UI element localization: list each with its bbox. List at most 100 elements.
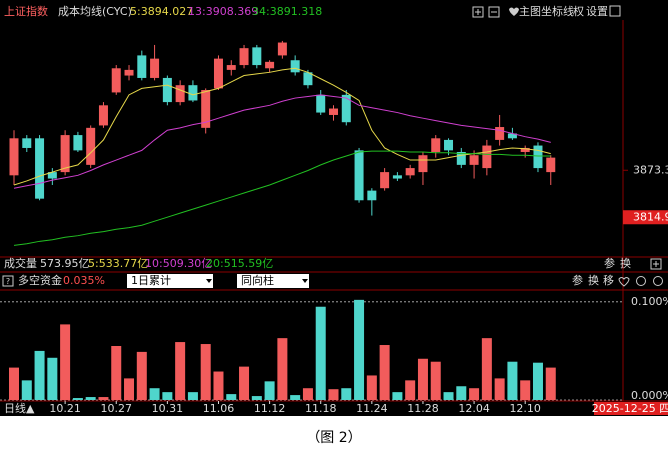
candle-body [495, 127, 505, 140]
zoom-in-icon[interactable] [472, 6, 484, 18]
candle-body [431, 138, 441, 152]
volume-label: 成交量 [4, 256, 37, 270]
window-icon[interactable] [609, 5, 621, 17]
ma-line [13, 150, 551, 246]
last-price-box [623, 210, 668, 225]
bar [200, 344, 211, 400]
x-tick-label: 12.04 [458, 402, 490, 415]
volume-total: 573.95亿 [40, 257, 90, 270]
panel-button[interactable]: 移 [603, 274, 614, 287]
dropdown-text: 1日累计 [131, 274, 171, 287]
candle-body [175, 85, 185, 103]
candle-body [341, 94, 351, 123]
dropdown-arrow [302, 279, 308, 283]
candle-body [367, 190, 377, 201]
candle-body [290, 60, 300, 73]
y-tick-label: 0.000% [631, 389, 668, 402]
toolbar-button[interactable]: 主图 [519, 5, 541, 18]
dropdown[interactable] [127, 274, 213, 288]
candle-body [239, 48, 249, 66]
bar [85, 397, 96, 400]
row-button[interactable]: 参 [604, 256, 615, 270]
favorite-icon[interactable] [618, 277, 630, 287]
candle-body [303, 72, 313, 86]
toolbar-button[interactable]: 坐标线 [541, 4, 574, 18]
bar [21, 380, 32, 400]
panel-button[interactable]: 参 [572, 273, 583, 287]
settings-icon[interactable] [636, 276, 646, 286]
bar [520, 380, 531, 400]
candle-body [98, 105, 108, 126]
candle-body [354, 150, 364, 201]
candle-body [226, 65, 236, 70]
candle-body [137, 55, 147, 78]
cursor-date-box [594, 402, 668, 415]
candle-body [9, 138, 19, 176]
bar [545, 367, 556, 400]
bar [34, 350, 45, 400]
candle-body [380, 172, 390, 189]
x-tick-label: 10.27 [100, 402, 132, 415]
bar [430, 361, 441, 400]
candle-body [162, 77, 172, 103]
background [0, 0, 668, 416]
volume-average: 20:515.59亿 [206, 257, 273, 270]
bar [175, 342, 186, 400]
bar [417, 358, 428, 400]
bar [507, 361, 518, 400]
candle-body [520, 147, 530, 152]
candle-body [444, 139, 454, 151]
candle-body [111, 68, 121, 93]
candle-body [22, 138, 32, 148]
zoom-out-icon[interactable] [488, 6, 500, 18]
panel-button[interactable]: 换 [588, 273, 599, 287]
bar [456, 386, 467, 400]
bar [277, 338, 288, 400]
legend-entry: 34:3891.318 [252, 5, 322, 18]
bar [226, 394, 237, 400]
bar [532, 362, 543, 400]
candle-body [188, 85, 198, 101]
bar [72, 398, 83, 400]
x-tick-label: 12.10 [509, 402, 541, 415]
last-price-label: 3814.9 [633, 210, 668, 223]
candle-body [418, 155, 428, 173]
bar [213, 371, 224, 400]
candle-body [60, 135, 70, 173]
x-tick-label: 10.31 [152, 402, 184, 415]
bar [354, 299, 365, 400]
candle-body [533, 145, 543, 169]
bar [392, 392, 403, 400]
symbol: 上证指数 [4, 4, 48, 18]
toolbar-button[interactable]: 权 [573, 5, 584, 18]
candle-body [252, 47, 262, 66]
period-label[interactable]: 日线▲ [4, 401, 35, 415]
candle-body [329, 108, 338, 115]
help-icon[interactable] [2, 275, 14, 287]
add-icon[interactable] [650, 258, 662, 270]
dropdown[interactable] [237, 274, 309, 288]
bar [239, 366, 250, 400]
y-tick-label: 3873.3 [633, 163, 668, 176]
bar [187, 392, 198, 400]
toolbar-button[interactable]: 设置 [586, 5, 608, 18]
candle-body [405, 168, 415, 176]
caption: （图 2） [306, 430, 361, 446]
close-icon[interactable] [653, 276, 663, 286]
bar [47, 357, 58, 400]
bar [264, 381, 275, 400]
row-button[interactable]: 换 [620, 256, 631, 270]
favorite-icon[interactable] [509, 7, 519, 17]
candle-body [482, 145, 492, 169]
volume-average: 5:533.77亿 [88, 257, 148, 270]
candle-body [277, 42, 287, 56]
bar [379, 345, 390, 400]
y-tick-label: 0.100% [631, 295, 668, 308]
bar [251, 396, 262, 400]
bar [149, 388, 160, 400]
x-tick-label: 11.28 [407, 402, 439, 415]
bar [366, 375, 377, 400]
legend-entry: 5:3894.027 [130, 5, 193, 18]
candle-body [469, 155, 479, 165]
